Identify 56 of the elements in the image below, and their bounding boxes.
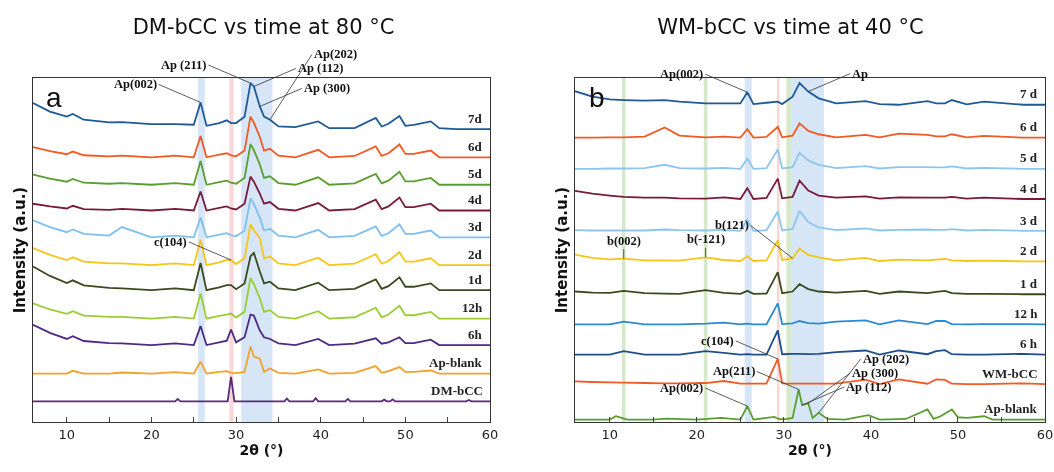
annotation: b(121): [715, 218, 750, 232]
series-label: Ap-blank: [984, 401, 1038, 416]
series-label: WM-bCC: [982, 366, 1038, 381]
annotation: a: [46, 82, 62, 113]
annotation: Ap (112): [846, 380, 892, 394]
x-tick-label: 50: [949, 426, 967, 442]
annotation: Ap(202): [314, 47, 358, 61]
x-tick-label: 60: [1036, 426, 1054, 442]
series-label: 12 h: [1014, 306, 1039, 321]
series-label: 1d: [468, 272, 483, 287]
series-label: 4d: [468, 192, 483, 207]
series-label: 6 h: [1020, 336, 1038, 351]
annotation: Ap (112): [298, 61, 344, 75]
annotation: Ap(002): [660, 381, 704, 395]
series-label: 3 d: [1020, 213, 1038, 228]
series-label: 3d: [468, 219, 483, 234]
annotation: Ap(211): [713, 364, 756, 378]
series-label: 5d: [468, 166, 483, 181]
annotation: Ap (211): [161, 58, 207, 72]
chart-title: DM-bCC vs time at 80 °C: [132, 14, 395, 39]
x-tick-label: 30: [227, 426, 245, 442]
annotation: Ap (300): [304, 81, 351, 95]
x-tick-label: 60: [481, 426, 499, 442]
x-tick-label: 30: [775, 426, 793, 442]
series-label: 7 d: [1020, 86, 1038, 101]
annotation: c(104): [154, 235, 187, 249]
annotation: b(002): [607, 234, 642, 248]
series-label: 7d: [468, 111, 483, 126]
x-tick-label: 40: [862, 426, 880, 442]
series-label: 5 d: [1020, 150, 1038, 165]
series-label: Ap-blank: [429, 355, 483, 370]
x-tick-label: 10: [601, 426, 619, 442]
x-tick-label: 10: [58, 426, 76, 442]
annotation: Ap (300): [852, 366, 899, 380]
series-label: 4 d: [1020, 181, 1038, 196]
x-tick-label: 20: [143, 426, 160, 442]
series-label: DM-bCC: [431, 383, 483, 398]
annotation: c(104): [701, 334, 734, 348]
annotation: b(-121): [687, 232, 726, 246]
series-label: 6h: [468, 327, 483, 342]
series-label: 6d: [468, 139, 483, 154]
series-label: 1 d: [1020, 276, 1038, 291]
chart-title: WM-bCC vs time at 40 °C: [657, 14, 924, 39]
y-axis-title: Intensity (a.u.): [11, 186, 30, 314]
x-tick-label: 40: [312, 426, 330, 442]
annotation: Ap (202): [863, 352, 910, 366]
series-label: 12h: [462, 300, 483, 315]
y-axis-title: Intensity (a.u.): [553, 186, 572, 314]
series-label: 6 d: [1020, 119, 1038, 134]
x-tick-label: 50: [397, 426, 414, 442]
series-label: 2 d: [1020, 243, 1038, 258]
series-label: 2d: [468, 247, 483, 262]
x-axis-title: 2θ (°): [239, 442, 284, 458]
x-tick-label: 20: [688, 426, 706, 442]
x-axis-title: 2θ (°): [787, 442, 833, 458]
annotation: Ap(002): [114, 77, 158, 91]
